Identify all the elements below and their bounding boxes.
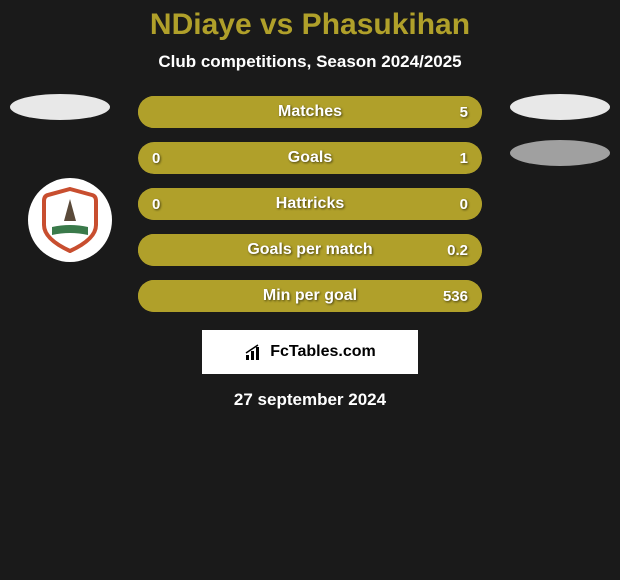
stat-bar-mpg: Min per goal 536 [138,280,482,312]
stat-left-value: 0 [152,196,160,213]
stat-right-value: 5 [460,104,468,121]
stat-label: Matches [278,103,342,121]
source-attribution: FcTables.com [202,330,418,374]
date-text: 27 september 2024 [0,390,620,410]
stat-right-value: 0.2 [447,242,468,259]
source-text: FcTables.com [270,343,376,361]
stat-label: Goals per match [247,241,372,259]
stat-fill-left [138,142,207,174]
stat-right-value: 0 [460,196,468,213]
stat-fill-right [207,142,482,174]
stat-row: 0 Goals 1 [0,142,620,174]
stat-right-value: 1 [460,150,468,167]
player-oval-right [510,94,610,120]
shield-icon [42,187,98,253]
stat-row: Matches 5 [0,96,620,128]
player-oval-left [10,94,110,120]
club-badge [28,178,112,262]
stat-left-value: 0 [152,150,160,167]
stat-label: Min per goal [263,287,357,305]
subtitle: Club competitions, Season 2024/2025 [0,52,620,72]
player-oval-right-2 [510,140,610,166]
stat-right-value: 536 [443,288,468,305]
stat-label: Hattricks [276,195,344,213]
stat-bar-gpm: Goals per match 0.2 [138,234,482,266]
infographic-container: NDiaye vs Phasukihan Club competitions, … [0,0,620,580]
stat-bar-hattricks: 0 Hattricks 0 [138,188,482,220]
page-title: NDiaye vs Phasukihan [0,8,620,42]
stat-bar-matches: Matches 5 [138,96,482,128]
stat-bar-goals: 0 Goals 1 [138,142,482,174]
stat-row: Min per goal 536 [0,280,620,312]
chart-icon [244,343,264,361]
stat-label: Goals [288,149,332,167]
